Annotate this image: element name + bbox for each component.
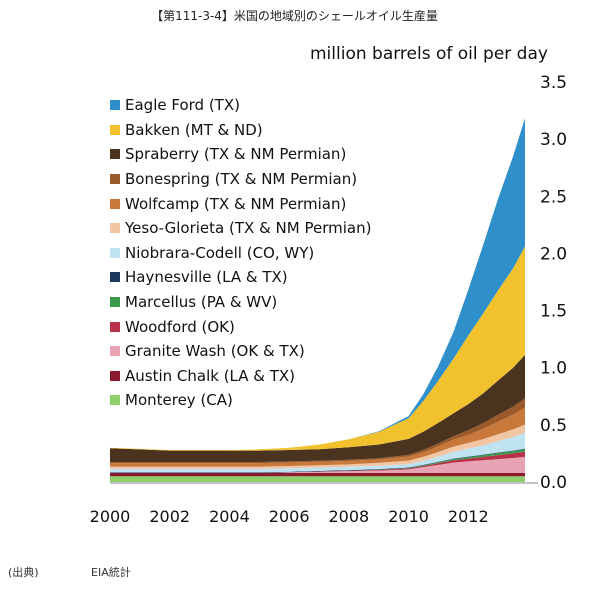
y-tick-label: 2.5 (540, 187, 567, 207)
source-value: EIA統計 (91, 566, 131, 579)
legend-label: Bonespring (TX & NM Permian) (125, 170, 358, 189)
legend-swatch (110, 272, 120, 283)
area-series-10 (110, 354, 525, 462)
legend-swatch (110, 321, 120, 332)
legend-label: Woodford (OK) (125, 317, 235, 336)
area-series-1 (110, 472, 525, 477)
legend-item: Granite Wash (OK & TX) (110, 339, 371, 364)
legend-swatch (110, 247, 120, 258)
legend-label: Bakken (MT & ND) (125, 120, 263, 139)
chart-title: 【第111-3-4】米国の地域別のシェールオイル生産量 (151, 9, 438, 23)
x-tick-label: 2006 (269, 507, 310, 526)
area-series-2 (110, 456, 525, 473)
y-tick-label: 1.5 (540, 302, 567, 322)
legend-label: Monterey (CA) (125, 391, 233, 410)
legend-item: Bakken (MT & ND) (110, 118, 371, 143)
legend-item: Monterey (CA) (110, 388, 371, 413)
legend-item: Eagle Ford (TX) (110, 93, 371, 118)
legend-item: Austin Chalk (LA & TX) (110, 364, 371, 389)
legend-item: Niobrara-Codell (CO, WY) (110, 241, 371, 266)
x-tick-label: 2004 (209, 507, 250, 526)
area-layers (110, 118, 525, 482)
legend-item: Yeso-Glorieta (TX & NM Permian) (110, 216, 371, 241)
area-series-6 (110, 432, 525, 473)
y-tick-label: 2.0 (540, 244, 567, 264)
legend-swatch (110, 124, 120, 135)
y-axis-label: million barrels of oil per day (310, 44, 548, 64)
legend-item: Bonespring (TX & NM Permian) (110, 167, 371, 192)
x-tick-label: 2012 (448, 507, 489, 526)
legend-label: Austin Chalk (LA & TX) (125, 366, 296, 385)
y-tick-label: 0.0 (540, 473, 567, 493)
legend-swatch (110, 395, 120, 406)
x-tick-label: 2010 (388, 507, 429, 526)
legend-item: Woodford (OK) (110, 314, 371, 339)
source-label: (出典) (8, 566, 39, 579)
y-tick-label: 3.0 (540, 130, 567, 150)
legend-swatch (110, 370, 120, 381)
legend-label: Niobrara-Codell (CO, WY) (125, 243, 315, 262)
legend-label: Yeso-Glorieta (TX & NM Permian) (125, 219, 372, 238)
legend-label: Spraberry (TX & NM Permian) (125, 145, 347, 164)
legend-label: Marcellus (PA & WV) (125, 293, 278, 312)
y-tick-label: 0.5 (540, 416, 567, 436)
legend-swatch (110, 223, 120, 234)
x-tick-label: 2008 (328, 507, 369, 526)
area-series-7 (110, 424, 525, 469)
legend-label: Granite Wash (OK & TX) (125, 342, 305, 361)
legend-swatch (110, 297, 120, 308)
y-tick-label: 1.0 (540, 359, 567, 379)
legend-item: Marcellus (PA & WV) (110, 290, 371, 315)
legend-swatch (110, 100, 120, 111)
y-tick-label: 3.5 (540, 73, 567, 93)
x-tick-label: 2000 (90, 507, 131, 526)
legend-label: Eagle Ford (TX) (125, 96, 240, 115)
legend-label: Wolfcamp (TX & NM Permian) (125, 194, 347, 213)
legend-item: Haynesville (LA & TX) (110, 265, 371, 290)
x-tick-label: 2002 (149, 507, 190, 526)
legend: Eagle Ford (TX) Bakken (MT & ND) Spraberry… (110, 93, 371, 413)
legend-swatch (110, 346, 120, 357)
axes: 0.0 0.5 1.0 1.5 2.0 2.5 3.0 3.5 2000 2002 2004 2006… (90, 73, 567, 526)
legend-item: Wolfcamp (TX & NM Permian) (110, 191, 371, 216)
legend-label: Haynesville (LA & TX) (125, 268, 288, 287)
legend-item: Spraberry (TX & NM Permian) (110, 142, 371, 167)
area-series-0 (110, 476, 525, 482)
legend-swatch (110, 198, 120, 209)
legend-swatch (110, 174, 120, 185)
legend-swatch (110, 149, 120, 160)
